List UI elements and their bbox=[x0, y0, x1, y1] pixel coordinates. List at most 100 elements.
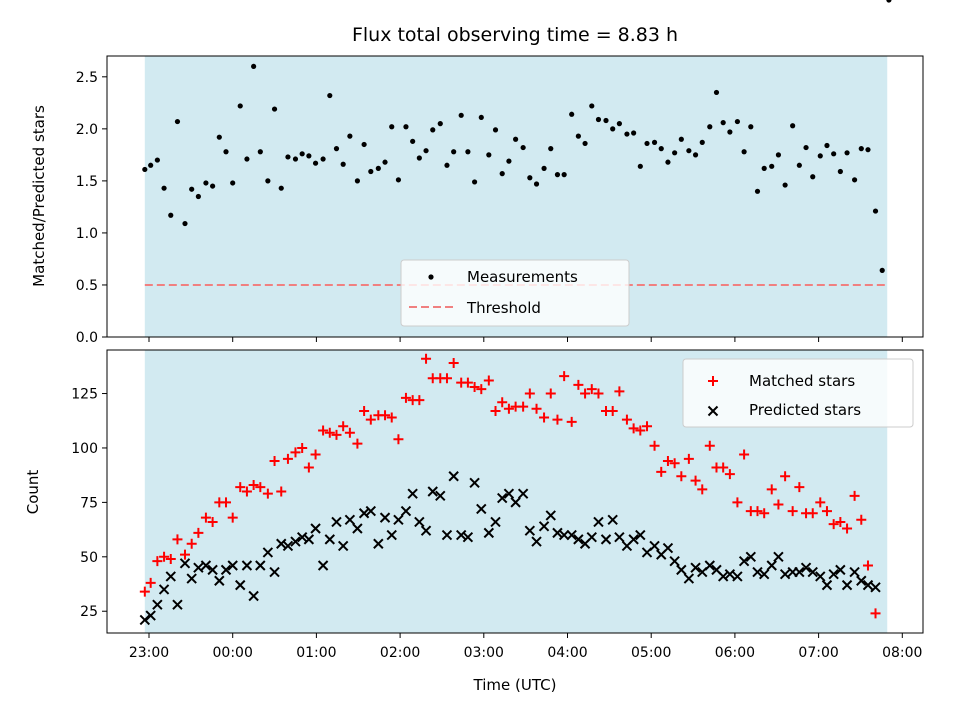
measurement-point bbox=[271, 106, 278, 112]
predicted-star-point bbox=[841, 579, 853, 591]
predicted-star-point bbox=[373, 538, 384, 549]
matched-star-point bbox=[441, 373, 452, 384]
predicted-star-point bbox=[483, 527, 495, 539]
measurement-point bbox=[278, 185, 284, 191]
bottom-y-tick-label: 25 bbox=[80, 604, 98, 620]
measurement-point bbox=[216, 134, 222, 140]
measurement-point bbox=[361, 141, 367, 148]
matched-star-point bbox=[773, 499, 784, 510]
measurement-point bbox=[174, 118, 181, 125]
predicted-star-point bbox=[214, 575, 225, 586]
measurement-point bbox=[824, 142, 830, 149]
predicted-star-point bbox=[779, 569, 791, 580]
matched-star-point bbox=[386, 412, 397, 423]
matched-star-point bbox=[276, 486, 287, 497]
matched-star-point bbox=[152, 556, 163, 567]
predicted-star-point bbox=[200, 560, 212, 571]
count-panel: 25 50 75 100 125 23:00 00:00 01:00 02:00 03:00 04… bbox=[24, 350, 924, 694]
measurement-point bbox=[142, 166, 148, 173]
top-y-axis-label: Matched/Predicted stars bbox=[30, 105, 48, 287]
measurement-point bbox=[251, 63, 257, 70]
predicted-star-point bbox=[607, 514, 618, 526]
matched-star-point bbox=[566, 416, 577, 427]
measurement-point bbox=[844, 150, 850, 156]
matched-star-point bbox=[586, 384, 597, 395]
predicted-star-point bbox=[379, 512, 391, 523]
measurement-point bbox=[782, 182, 788, 188]
predicted-star-point bbox=[269, 566, 280, 578]
measurement-point bbox=[616, 121, 622, 127]
predicted-star-point bbox=[815, 571, 826, 582]
measurement-point bbox=[872, 208, 879, 214]
measurement-point bbox=[637, 163, 643, 169]
measurement-point bbox=[451, 149, 457, 155]
predicted-star-point bbox=[427, 486, 438, 497]
predicted-star-point bbox=[158, 584, 170, 595]
measurement-point bbox=[327, 92, 333, 99]
measurement-point bbox=[644, 140, 650, 147]
predicted-star-point bbox=[262, 547, 274, 558]
matched-star-point bbox=[862, 560, 873, 571]
matched-star-point bbox=[849, 490, 860, 501]
matched-star-point bbox=[393, 434, 404, 445]
measurement-point bbox=[395, 177, 402, 183]
predicted-star-point bbox=[649, 540, 660, 552]
matched-star-point bbox=[559, 371, 570, 382]
matched-star-point bbox=[593, 388, 604, 399]
measurement-point bbox=[375, 165, 381, 171]
predicted-star-point bbox=[179, 558, 191, 569]
predicted-star-point bbox=[676, 564, 687, 576]
matched-star-point bbox=[545, 388, 556, 399]
measurement-point bbox=[734, 118, 741, 125]
legend-threshold-label: Threshold bbox=[466, 299, 541, 317]
matched-star-point bbox=[552, 414, 563, 425]
predicted-star-point bbox=[662, 542, 674, 554]
predicted-star-point bbox=[152, 599, 163, 610]
predicted-star-point bbox=[821, 579, 833, 591]
measurement-point bbox=[665, 159, 671, 165]
bottom-y-ticks: 25 50 75 100 125 bbox=[71, 387, 107, 620]
measurement-point bbox=[561, 172, 567, 178]
matched-star-point bbox=[835, 516, 846, 527]
predicted-star-point bbox=[337, 540, 349, 552]
matched-star-point bbox=[497, 397, 508, 408]
predicted-star-point bbox=[296, 532, 308, 543]
predicted-star-point bbox=[441, 529, 453, 541]
predicted-star-point bbox=[490, 516, 501, 528]
legend-matched-marker bbox=[708, 376, 718, 386]
matched-star-point bbox=[503, 403, 514, 414]
matched-star-point bbox=[414, 395, 425, 406]
measurement-point bbox=[257, 149, 263, 155]
predicted-star-point bbox=[510, 497, 521, 508]
bottom-x-tick-label: 04:00 bbox=[547, 645, 587, 661]
predicted-star-point bbox=[255, 560, 266, 571]
predicted-star-point bbox=[800, 562, 812, 573]
matched-star-point bbox=[235, 482, 246, 493]
matched-star-point bbox=[787, 506, 798, 517]
matched-star-point bbox=[262, 488, 273, 499]
bottom-y-tick-label: 75 bbox=[80, 495, 98, 511]
predicted-star-point bbox=[207, 564, 218, 576]
matched-star-point bbox=[282, 453, 293, 464]
measurement-point bbox=[354, 178, 361, 184]
predicted-star-point bbox=[545, 510, 556, 521]
measurement-point bbox=[575, 133, 581, 139]
matched-star-point bbox=[200, 512, 211, 523]
predicted-star-point bbox=[393, 514, 404, 526]
measurement-point bbox=[513, 136, 519, 142]
measurement-point bbox=[699, 139, 705, 145]
matched-star-point bbox=[179, 549, 190, 560]
measurement-point bbox=[790, 123, 796, 129]
bottom-x-tick-label: 07:00 bbox=[798, 645, 838, 661]
measurement-point bbox=[741, 149, 747, 155]
matched-star-point bbox=[400, 392, 411, 403]
matched-star-point bbox=[739, 449, 750, 460]
legend-predicted-marker bbox=[707, 405, 719, 417]
top-y-tick-label: 1.5 bbox=[76, 174, 98, 190]
measurement-point bbox=[692, 152, 699, 158]
matched-star-point bbox=[318, 425, 329, 436]
matched-star-point bbox=[380, 410, 391, 421]
matched-star-point bbox=[518, 401, 529, 412]
matched-star-point bbox=[649, 440, 660, 451]
predicted-star-point bbox=[331, 516, 342, 528]
